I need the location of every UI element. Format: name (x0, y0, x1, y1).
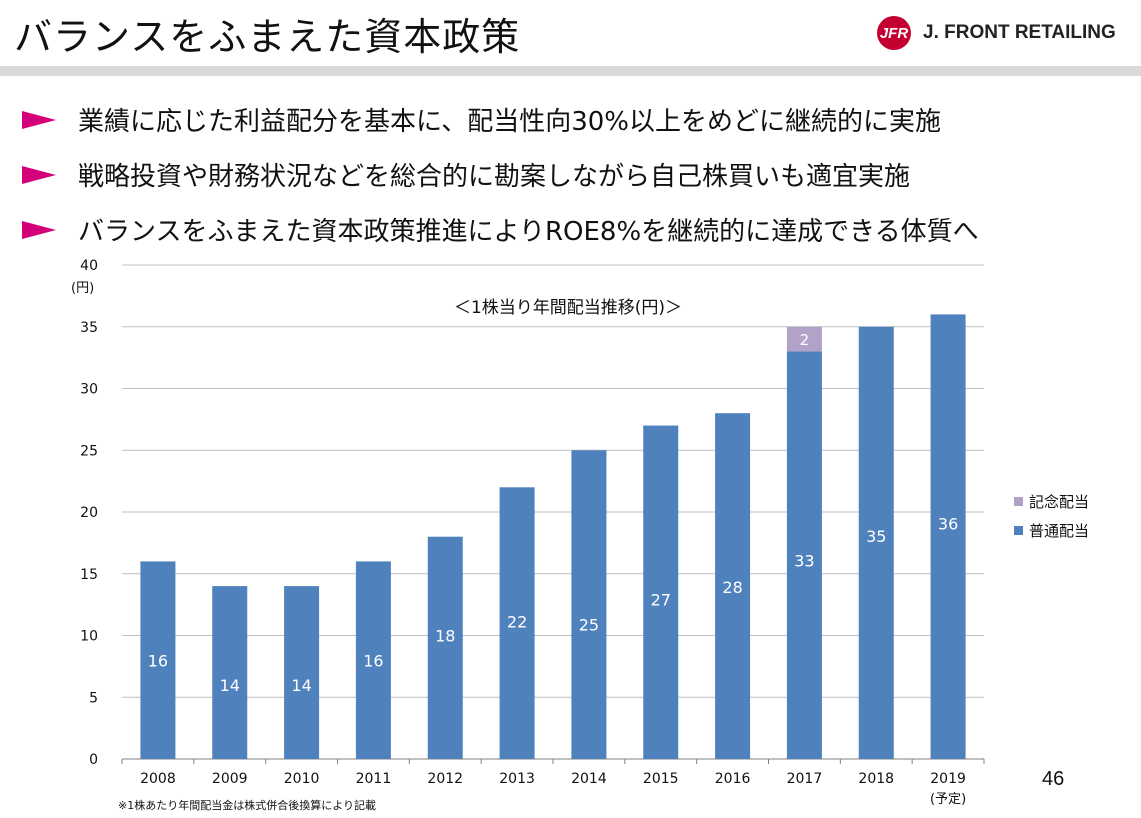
header-divider (0, 66, 1141, 76)
x-tick-label: 2018 (858, 771, 894, 787)
y-tick-label: 20 (80, 505, 98, 521)
y-tick-label: 10 (80, 629, 98, 645)
bar-ordinary (858, 326, 894, 759)
footnote: ※1株あたり年間配当金は株式併合後換算により記載 (118, 799, 376, 812)
chart-title: ＜1株当り年間配当推移(円)＞ (454, 298, 682, 318)
bullet-text: 戦略投資や財務状況などを総合的に勘案しながら自己株買いも適宜実施 (78, 162, 911, 192)
bar-ordinary (643, 425, 679, 759)
y-tick-label: 35 (80, 320, 98, 336)
bar-value-label: 35 (866, 527, 886, 546)
legend-label: 記念配当 (1029, 493, 1089, 511)
x-tick-label: 2009 (212, 771, 248, 787)
x-tick-note: (予定) (930, 792, 966, 807)
bullet-item: 業績に応じた利益配分を基本に、配当性向30%以上をめどに継続的に実施 (22, 92, 979, 147)
bar-ordinary (930, 314, 966, 759)
bar-ordinary (715, 413, 751, 759)
bar-value-label: 16 (148, 651, 168, 670)
x-tick-label: 2012 (427, 771, 463, 787)
legend-swatch (1014, 526, 1023, 535)
bar-commemorative (786, 326, 822, 352)
bar-value-label: 25 (579, 615, 599, 634)
x-tick-label: 2008 (140, 771, 176, 787)
bar-value-label: 22 (507, 612, 527, 631)
y-tick-label: 30 (80, 382, 98, 398)
chart-svg: 0 5 10 15 20 25 30 35 40 (円) ＜1株当り年間配当推移(円)＞ 16 2008… (71, 258, 1089, 807)
y-tick-label: 40 (80, 258, 98, 274)
arrow-icon (22, 110, 56, 129)
y-axis-label: (円) (71, 281, 94, 296)
bar-ordinary (140, 561, 176, 759)
bar-value-label: 14 (291, 676, 311, 695)
bar-ordinary (786, 351, 822, 759)
legend-label: 普通配当 (1029, 522, 1089, 540)
x-tick-label: 2019 (930, 771, 966, 787)
logo-text: J. FRONT RETAILING (923, 22, 1116, 43)
bar-value-label: 18 (435, 627, 455, 646)
y-tick-label: 15 (80, 567, 98, 583)
page-number: 46 (1042, 768, 1065, 790)
bar-value-label: 28 (722, 578, 742, 597)
y-tick-label: 5 (89, 690, 98, 706)
y-tick-label: 25 (80, 443, 98, 459)
bar-ordinary (355, 561, 391, 759)
company-logo: JFR J. FRONT RETAILING (877, 16, 1116, 50)
bar-value-label: 27 (651, 591, 671, 610)
bar-ordinary (571, 450, 607, 759)
y-tick-label: 0 (89, 752, 98, 768)
x-tick-label: 2015 (643, 771, 679, 787)
bar-value-label: 33 (794, 551, 814, 570)
bar-ordinary (212, 586, 248, 759)
bar-value-label: 36 (938, 514, 958, 533)
bar-value-label: 14 (220, 676, 240, 695)
bullet-item: バランスをふまえた資本政策推進によりROE8%を継続的に達成できる体質へ (22, 202, 979, 257)
dividend-chart: 0 5 10 15 20 25 30 35 40 (円) ＜1株当り年間配当推移(円)＞ 16 2008… (0, 250, 1141, 818)
arrow-icon (22, 165, 56, 184)
bar-value-label: 16 (363, 651, 383, 670)
bullet-text: バランスをふまえた資本政策推進によりROE8%を継続的に達成できる体質へ (78, 217, 979, 247)
bar-ordinary (284, 586, 320, 759)
arrow-icon (22, 220, 56, 239)
x-tick-label: 2010 (284, 771, 320, 787)
bullet-text: 業績に応じた利益配分を基本に、配当性向30%以上をめどに継続的に実施 (78, 107, 942, 137)
legend-swatch (1014, 497, 1023, 506)
x-tick-label: 2017 (787, 771, 823, 787)
x-tick-label: 2016 (715, 771, 751, 787)
bar-commemorative-label: 2 (800, 331, 810, 349)
jfr-logo-icon: JFR (877, 16, 911, 50)
bullet-item: 戦略投資や財務状況などを総合的に勘案しながら自己株買いも適宜実施 (22, 147, 979, 202)
bar-ordinary (427, 536, 463, 759)
page-title: バランスをふまえた資本政策 (14, 15, 521, 59)
bar-ordinary (499, 487, 535, 759)
x-tick-label: 2011 (356, 771, 392, 787)
x-tick-label: 2013 (499, 771, 535, 787)
bullet-list: 業績に応じた利益配分を基本に、配当性向30%以上をめどに継続的に実施 戦略投資や… (22, 92, 979, 257)
x-tick-label: 2014 (571, 771, 607, 787)
